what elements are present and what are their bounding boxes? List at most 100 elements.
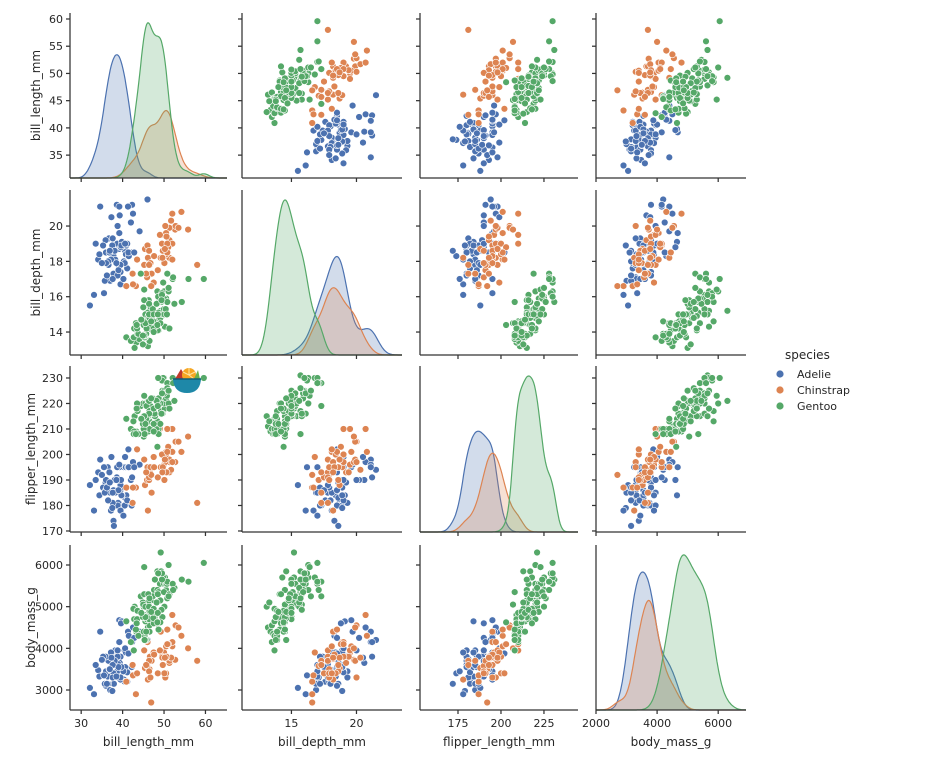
point-gentoo [164, 592, 173, 600]
point-gentoo [304, 399, 312, 408]
point-gentoo [673, 119, 681, 127]
point-chinstrap [668, 438, 677, 446]
point-gentoo [151, 575, 159, 584]
point-chinstrap [667, 65, 675, 73]
point-gentoo [535, 317, 543, 326]
subplot-bill-length-mm-vs-body-mass-g [592, 13, 746, 182]
point-chinstrap [613, 282, 622, 290]
point-chinstrap [646, 60, 654, 68]
point-gentoo [691, 387, 699, 395]
point-adelie [456, 667, 464, 675]
point-adelie [449, 680, 457, 688]
point-gentoo [287, 65, 296, 74]
y-tick-label: 200 [42, 448, 63, 461]
point-gentoo [122, 617, 131, 625]
point-chinstrap [654, 255, 663, 264]
point-gentoo [672, 78, 680, 86]
point-chinstrap [352, 673, 361, 682]
point-gentoo [672, 443, 680, 451]
point-gentoo [130, 646, 138, 655]
point-gentoo [295, 89, 303, 97]
point-gentoo [723, 307, 732, 315]
point-gentoo [165, 404, 174, 413]
point-gentoo [265, 598, 273, 607]
point-chinstrap [648, 82, 657, 91]
point-gentoo [538, 291, 546, 299]
point-chinstrap [150, 650, 158, 659]
point-chinstrap [308, 690, 316, 698]
point-adelie [459, 291, 467, 299]
point-chinstrap [650, 278, 658, 287]
point-adelie [302, 161, 310, 170]
point-gentoo [283, 415, 292, 423]
point-gentoo [703, 81, 712, 90]
point-adelie [108, 275, 117, 283]
point-gentoo [529, 270, 538, 278]
point-adelie [490, 128, 498, 137]
point-chinstrap [471, 86, 479, 94]
point-adelie [478, 141, 486, 149]
point-chinstrap [193, 657, 201, 665]
y-tick-label: 6000 [35, 559, 63, 572]
point-chinstrap [668, 50, 677, 59]
point-chinstrap [488, 673, 497, 682]
point-adelie [671, 243, 680, 251]
point-chinstrap [177, 632, 186, 640]
fruit-bowl-icon [173, 368, 201, 393]
point-gentoo [152, 598, 161, 607]
point-chinstrap [317, 489, 325, 497]
point-adelie [106, 478, 114, 487]
point-gentoo [153, 321, 162, 329]
point-chinstrap [493, 245, 502, 253]
point-gentoo [519, 567, 527, 575]
point-gentoo [300, 374, 309, 382]
point-adelie [657, 473, 666, 482]
point-chinstrap [345, 468, 353, 476]
point-adelie [485, 141, 493, 150]
point-adelie [650, 506, 658, 515]
point-gentoo [680, 394, 688, 403]
point-adelie [106, 665, 114, 673]
point-gentoo [145, 594, 154, 602]
x-tick-label: 4000 [643, 717, 671, 730]
point-gentoo [164, 387, 173, 395]
point-chinstrap [145, 261, 153, 269]
point-gentoo [170, 300, 179, 308]
point-gentoo [140, 563, 148, 571]
y-tick-label: 14 [49, 326, 63, 339]
point-adelie [115, 211, 124, 220]
point-gentoo [548, 569, 557, 577]
point-chinstrap [339, 450, 348, 459]
point-adelie [115, 638, 124, 646]
point-adelie [481, 638, 490, 646]
legend: species Adelie Chinstrap Gentoo [776, 348, 850, 413]
point-adelie [119, 511, 128, 520]
point-adelie [495, 213, 503, 221]
point-chinstrap [677, 58, 686, 67]
point-gentoo [657, 113, 666, 121]
point-adelie [671, 126, 680, 134]
point-chinstrap [641, 93, 649, 101]
point-adelie [481, 111, 490, 120]
point-adelie [347, 616, 355, 624]
point-adelie [471, 137, 479, 145]
point-chinstrap [163, 625, 172, 634]
subplot-body-mass-g-vs-bill-depth-mm: 15 20 [238, 545, 402, 730]
point-chinstrap [308, 119, 316, 127]
point-chinstrap [635, 266, 643, 274]
point-chinstrap [485, 653, 493, 662]
point-gentoo [502, 321, 510, 329]
point-gentoo [723, 74, 732, 82]
point-adelie [469, 617, 478, 625]
point-chinstrap [317, 499, 325, 507]
y-tick-label: 220 [42, 397, 63, 410]
point-adelie [143, 195, 152, 204]
point-gentoo [509, 600, 517, 609]
point-chinstrap [363, 632, 371, 640]
point-adelie [469, 154, 478, 163]
point-adelie [361, 110, 370, 119]
point-adelie [456, 123, 464, 131]
point-chinstrap [495, 278, 503, 287]
point-gentoo [681, 410, 690, 418]
point-adelie [112, 672, 121, 681]
